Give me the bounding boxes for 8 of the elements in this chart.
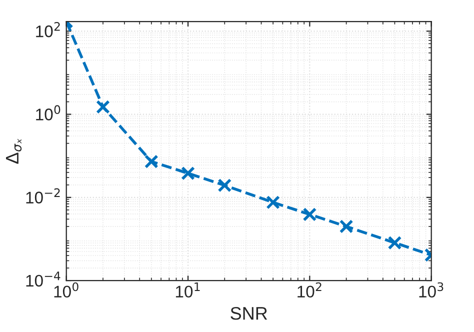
y-tick-label: 10$^{0}$	[36, 105, 60, 120]
y-tick-label: 10$^{−2}$	[26, 188, 60, 204]
y-tick-label: 10$^{2}$	[36, 22, 60, 38]
y-axis-title: Δ$_{σₓ}$	[6, 138, 22, 164]
x-tick-label: 10$^{1}$	[176, 282, 200, 298]
x-tick-label: 10$^{2}$	[298, 282, 322, 298]
x-tick-label: 10$^{3}$	[419, 282, 444, 298]
x-axis-title: SNR	[230, 306, 268, 320]
